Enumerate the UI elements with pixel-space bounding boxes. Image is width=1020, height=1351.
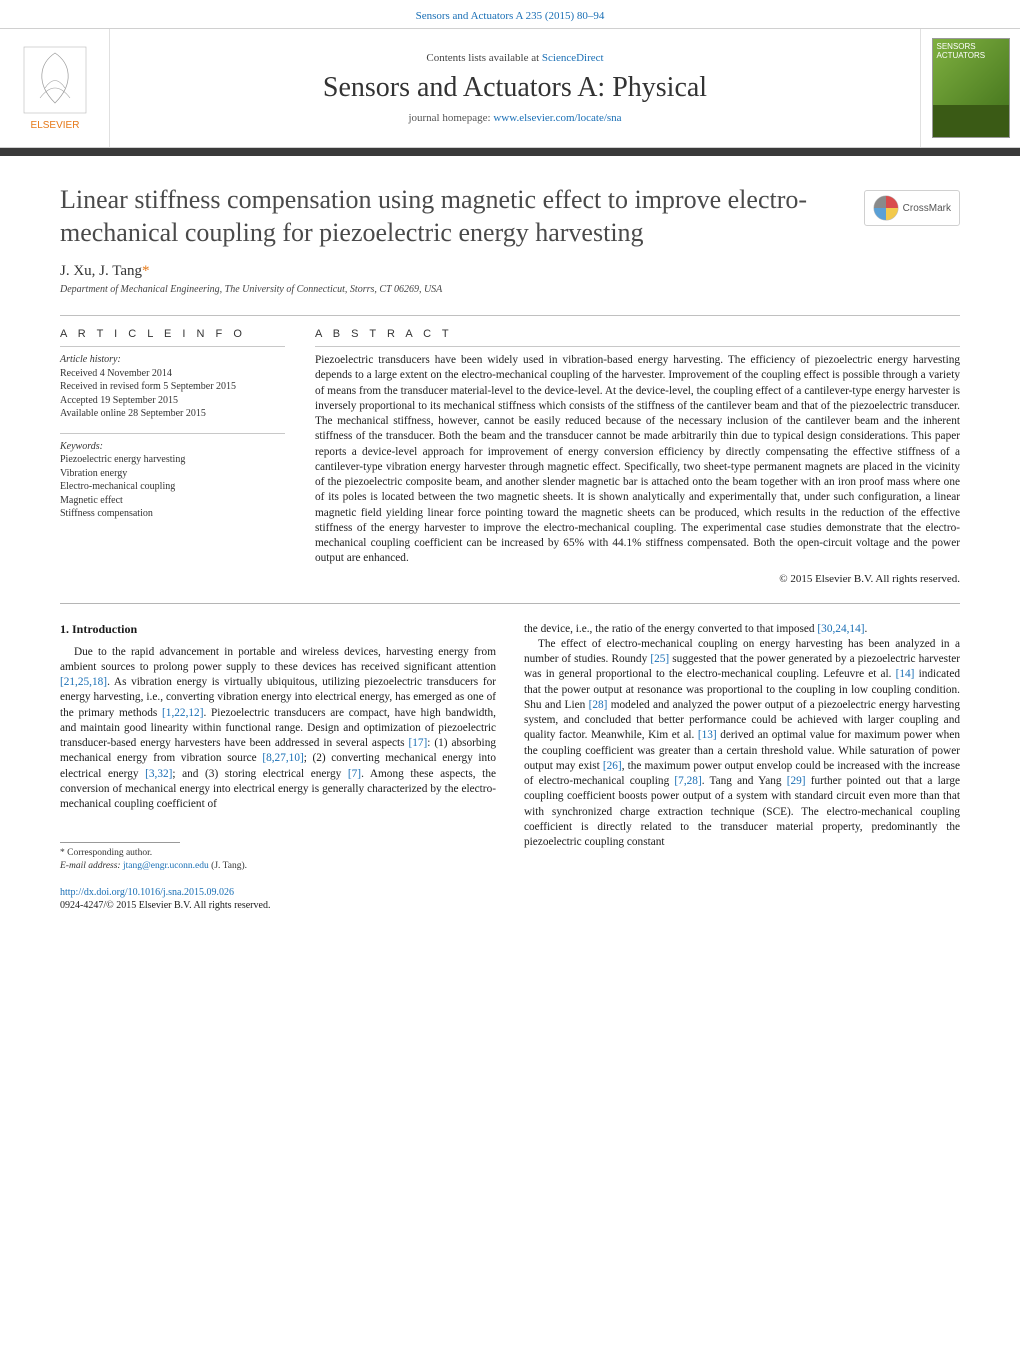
history-received: Received 4 November 2014 [60, 368, 172, 379]
footnote-rule [60, 842, 180, 843]
sciencedirect-link[interactable]: ScienceDirect [542, 52, 604, 64]
corresponding-footnote: * Corresponding author. E-mail address: … [60, 847, 496, 872]
keywords-rule [60, 433, 285, 434]
keyword: Magnetic effect [60, 495, 123, 506]
citation-link[interactable]: [28] [589, 699, 608, 711]
keyword: Electro-mechanical coupling [60, 481, 175, 492]
corresponding-marker: * [142, 263, 150, 279]
citation-link[interactable]: [13] [698, 729, 717, 741]
banner-underline [0, 148, 1020, 156]
body-run: . Tang and Yang [702, 775, 787, 787]
publisher-name: ELSEVIER [30, 120, 79, 131]
citation-link[interactable]: [21,25,18] [60, 676, 107, 688]
keywords-block: Keywords: Piezoelectric energy harvestin… [60, 440, 285, 521]
body-run: the device, i.e., the ratio of the energ… [524, 623, 817, 635]
contents-available-line: Contents lists available at ScienceDirec… [110, 52, 920, 64]
body-run: . [865, 623, 868, 635]
abstract-column: A B S T R A C T Piezoelectric transducer… [315, 328, 960, 585]
citation-link[interactable]: [1,22,12] [162, 707, 203, 719]
history-accepted: Accepted 19 September 2015 [60, 395, 178, 406]
footnote-email-label: E-mail address: [60, 861, 121, 871]
affiliation: Department of Mechanical Engineering, Th… [60, 284, 850, 295]
doi-block: http://dx.doi.org/10.1016/j.sna.2015.09.… [0, 872, 1020, 932]
body-paragraph: the device, i.e., the ratio of the energ… [524, 622, 960, 637]
journal-header-link[interactable]: Sensors and Actuators A 235 (2015) 80–94 [0, 0, 1020, 28]
journal-homepage-line: journal homepage: www.elsevier.com/locat… [110, 112, 920, 124]
keywords-label: Keywords: [60, 441, 103, 452]
article-history: Article history: Received 4 November 201… [60, 353, 285, 421]
crossmark-label: CrossMark [903, 203, 951, 214]
body-paragraph: Due to the rapid advancement in portable… [60, 645, 496, 813]
crossmark-icon [873, 195, 899, 221]
corresponding-email-link[interactable]: jtang@engr.uconn.edu [123, 861, 209, 871]
citation-link[interactable]: [3,32] [145, 768, 172, 780]
contents-available-pre: Contents lists available at [426, 52, 541, 64]
history-label: Article history: [60, 354, 121, 365]
abstract-copyright: © 2015 Elsevier B.V. All rights reserved… [315, 573, 960, 585]
info-rule [60, 346, 285, 347]
cover-label: SENSORS ACTUATORS [937, 43, 1005, 61]
article-info-heading: A R T I C L E I N F O [60, 328, 285, 340]
cover-thumbnail-wrap: SENSORS ACTUATORS [920, 29, 1020, 147]
footnote-corr-label: Corresponding author. [67, 848, 152, 858]
journal-homepage-link[interactable]: www.elsevier.com/locate/sna [493, 112, 621, 124]
abstract-text: Piezoelectric transducers have been wide… [315, 353, 960, 567]
body-left-column: 1. Introduction Due to the rapid advance… [60, 622, 496, 872]
citation-link[interactable]: [17] [408, 737, 427, 749]
citation-link[interactable]: [8,27,10] [262, 752, 303, 764]
body-two-column: 1. Introduction Due to the rapid advance… [0, 604, 1020, 872]
publisher-logo: ELSEVIER [0, 29, 110, 147]
citation-link[interactable]: [26] [603, 760, 622, 772]
footnote-email-who: (J. Tang). [209, 861, 247, 871]
author-list: J. Xu, J. Tang* [60, 263, 850, 280]
citation-link[interactable]: [25] [650, 653, 669, 665]
crossmark-badge[interactable]: CrossMark [864, 190, 960, 226]
doi-link[interactable]: http://dx.doi.org/10.1016/j.sna.2015.09.… [60, 887, 234, 898]
body-run: ; and (3) storing electrical energy [172, 768, 347, 780]
homepage-pre: journal homepage: [408, 112, 493, 124]
section-heading-introduction: 1. Introduction [60, 622, 496, 637]
issn-copyright: 0924-4247/© 2015 Elsevier B.V. All right… [60, 900, 270, 911]
keyword: Vibration energy [60, 468, 127, 479]
authors-text: J. Xu, J. Tang [60, 263, 142, 279]
article-title: Linear stiffness compensation using magn… [60, 184, 850, 249]
citation-link[interactable]: [30,24,14] [817, 623, 864, 635]
citation-link[interactable]: [29] [787, 775, 806, 787]
abstract-heading: A B S T R A C T [315, 328, 960, 340]
keyword: Piezoelectric energy harvesting [60, 454, 185, 465]
keyword: Stiffness compensation [60, 508, 153, 519]
citation-link[interactable]: [7] [348, 768, 361, 780]
body-right-column: the device, i.e., the ratio of the energ… [524, 622, 960, 872]
history-revised: Received in revised form 5 September 201… [60, 381, 236, 392]
body-run: Due to the rapid advancement in portable… [60, 646, 496, 673]
citation-link[interactable]: [14] [896, 668, 915, 680]
history-online: Available online 28 September 2015 [60, 408, 206, 419]
article-info-column: A R T I C L E I N F O Article history: R… [60, 328, 285, 585]
body-paragraph: The effect of electro-mechanical couplin… [524, 637, 960, 851]
journal-name: Sensors and Actuators A: Physical [110, 72, 920, 104]
abstract-rule [315, 346, 960, 347]
journal-banner: ELSEVIER Contents lists available at Sci… [0, 28, 1020, 148]
cover-thumbnail: SENSORS ACTUATORS [932, 38, 1010, 138]
citation-link[interactable]: [7,28] [674, 775, 701, 787]
banner-center: Contents lists available at ScienceDirec… [110, 52, 920, 124]
